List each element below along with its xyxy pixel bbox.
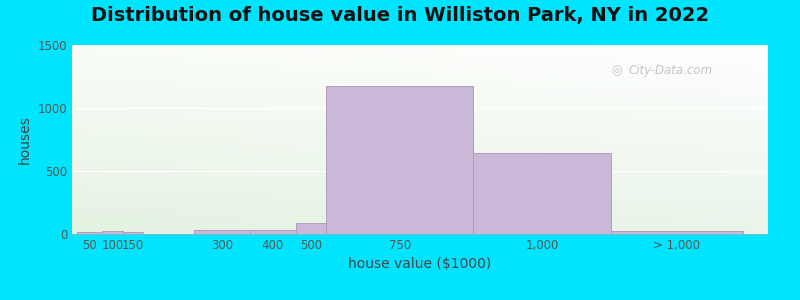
Y-axis label: houses: houses [18, 115, 32, 164]
Text: Distribution of house value in Williston Park, NY in 2022: Distribution of house value in Williston… [91, 6, 709, 25]
Bar [610, 231, 742, 234]
Bar [123, 232, 143, 234]
Text: City-Data.com: City-Data.com [629, 64, 713, 77]
Bar [250, 230, 295, 234]
X-axis label: house value ($1000): house value ($1000) [348, 257, 492, 272]
Bar [102, 231, 123, 234]
Text: ◎: ◎ [611, 64, 622, 77]
Bar [474, 153, 610, 234]
Bar [77, 232, 102, 234]
Bar [295, 223, 326, 234]
Bar [194, 230, 250, 234]
Bar [326, 86, 474, 234]
